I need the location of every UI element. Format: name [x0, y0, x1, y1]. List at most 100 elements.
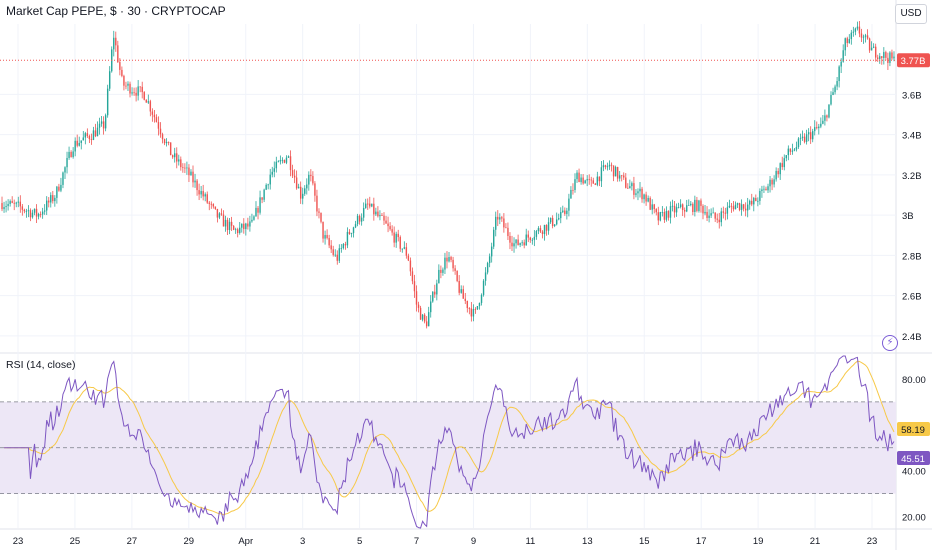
- candle-body: [872, 46, 875, 48]
- candle-body: [332, 249, 334, 255]
- candle-body: [812, 131, 814, 140]
- candle-body: [277, 161, 280, 163]
- candle-body: [100, 121, 103, 124]
- candle-body: [476, 306, 479, 310]
- candle-body: [196, 180, 198, 191]
- candle-body: [842, 50, 844, 62]
- candle-body: [553, 224, 556, 227]
- candle-body: [269, 174, 271, 185]
- candle-body: [809, 132, 812, 140]
- candle-body: [789, 148, 792, 152]
- candle-body: [846, 38, 848, 44]
- candle-body: [125, 85, 127, 87]
- candle-body: [9, 201, 11, 204]
- price-tick-label: 3.4B: [902, 131, 922, 142]
- candle-body: [167, 141, 170, 143]
- candle-body: [645, 194, 647, 202]
- candle-body: [39, 213, 42, 215]
- candle-body: [56, 186, 58, 198]
- candle-body: [232, 225, 235, 230]
- candle-body: [151, 111, 154, 115]
- candle-body: [659, 212, 662, 221]
- candle-body: [94, 130, 97, 137]
- candle-body: [503, 218, 505, 228]
- rsi-line: [4, 355, 895, 529]
- candle-body: [23, 209, 26, 212]
- rsi-indicator-label[interactable]: RSI (14, close): [6, 359, 76, 371]
- candle-body: [456, 270, 458, 281]
- candle-body: [549, 217, 552, 223]
- candle-body: [612, 165, 615, 177]
- candle-body: [708, 215, 710, 218]
- candle-body: [401, 248, 403, 250]
- candle-body: [679, 204, 682, 207]
- candle-body: [391, 229, 393, 233]
- candle-body: [586, 179, 588, 181]
- time-tick-label: 7: [414, 536, 419, 547]
- symbol-title[interactable]: Market Cap PEPE, $ · 30 · CRYPTOCAP: [6, 4, 226, 18]
- candle-body: [836, 81, 838, 87]
- candle-body: [474, 309, 477, 310]
- candle-body: [887, 57, 889, 63]
- candle-body: [291, 170, 294, 176]
- candle-body: [854, 28, 857, 32]
- candle-body: [285, 157, 288, 163]
- candle-body: [616, 167, 619, 179]
- candle-body: [239, 227, 241, 233]
- candle-body: [623, 175, 625, 178]
- candle-body: [744, 208, 747, 211]
- candle-body: [618, 175, 621, 179]
- candle-body: [572, 189, 574, 191]
- candle-body: [724, 212, 727, 214]
- candle-body: [637, 191, 639, 194]
- candle-body: [352, 227, 355, 234]
- candle-body: [202, 191, 204, 197]
- candle-body: [728, 205, 731, 208]
- candle-body: [458, 280, 460, 293]
- candle-body: [698, 200, 700, 211]
- candle-body: [578, 172, 580, 183]
- candle-body: [84, 133, 87, 138]
- candle-body: [462, 289, 464, 299]
- candle-body: [635, 193, 637, 195]
- candle-body: [541, 231, 544, 235]
- candle-body: [450, 257, 452, 260]
- candle-body: [482, 280, 485, 295]
- candle-body: [663, 211, 666, 220]
- candle-body: [375, 211, 377, 215]
- candle-body: [367, 203, 369, 205]
- candle-body: [773, 179, 775, 185]
- time-tick-label: 5: [357, 536, 362, 547]
- candle-body: [641, 188, 643, 200]
- candle-body: [297, 186, 300, 189]
- candle-body: [874, 46, 877, 58]
- candle-body: [486, 263, 489, 273]
- candle-body: [639, 188, 641, 192]
- candle-body: [675, 207, 678, 213]
- time-tick-label: 23: [867, 536, 878, 547]
- candle-body: [117, 45, 119, 63]
- candle-body: [169, 142, 172, 156]
- candle-body: [574, 179, 576, 190]
- candle-body: [803, 136, 806, 142]
- candle-body: [584, 180, 586, 184]
- candle-body: [350, 233, 353, 235]
- candle-body: [7, 203, 9, 207]
- candle-body: [415, 291, 418, 305]
- candle-body: [688, 205, 690, 206]
- candle-body: [257, 207, 259, 213]
- currency-button[interactable]: USD: [895, 4, 927, 24]
- rsi-ma-line: [4, 360, 895, 516]
- candle-body: [330, 245, 332, 250]
- candle-body: [495, 216, 497, 230]
- candle-body: [560, 212, 562, 219]
- candle-body: [86, 133, 89, 137]
- candle-body: [608, 164, 611, 167]
- lightning-icon[interactable]: ⚡: [882, 335, 898, 351]
- candle-body: [763, 188, 765, 190]
- candle-body: [180, 159, 182, 168]
- candle-body: [304, 188, 306, 194]
- candle-body: [614, 167, 617, 177]
